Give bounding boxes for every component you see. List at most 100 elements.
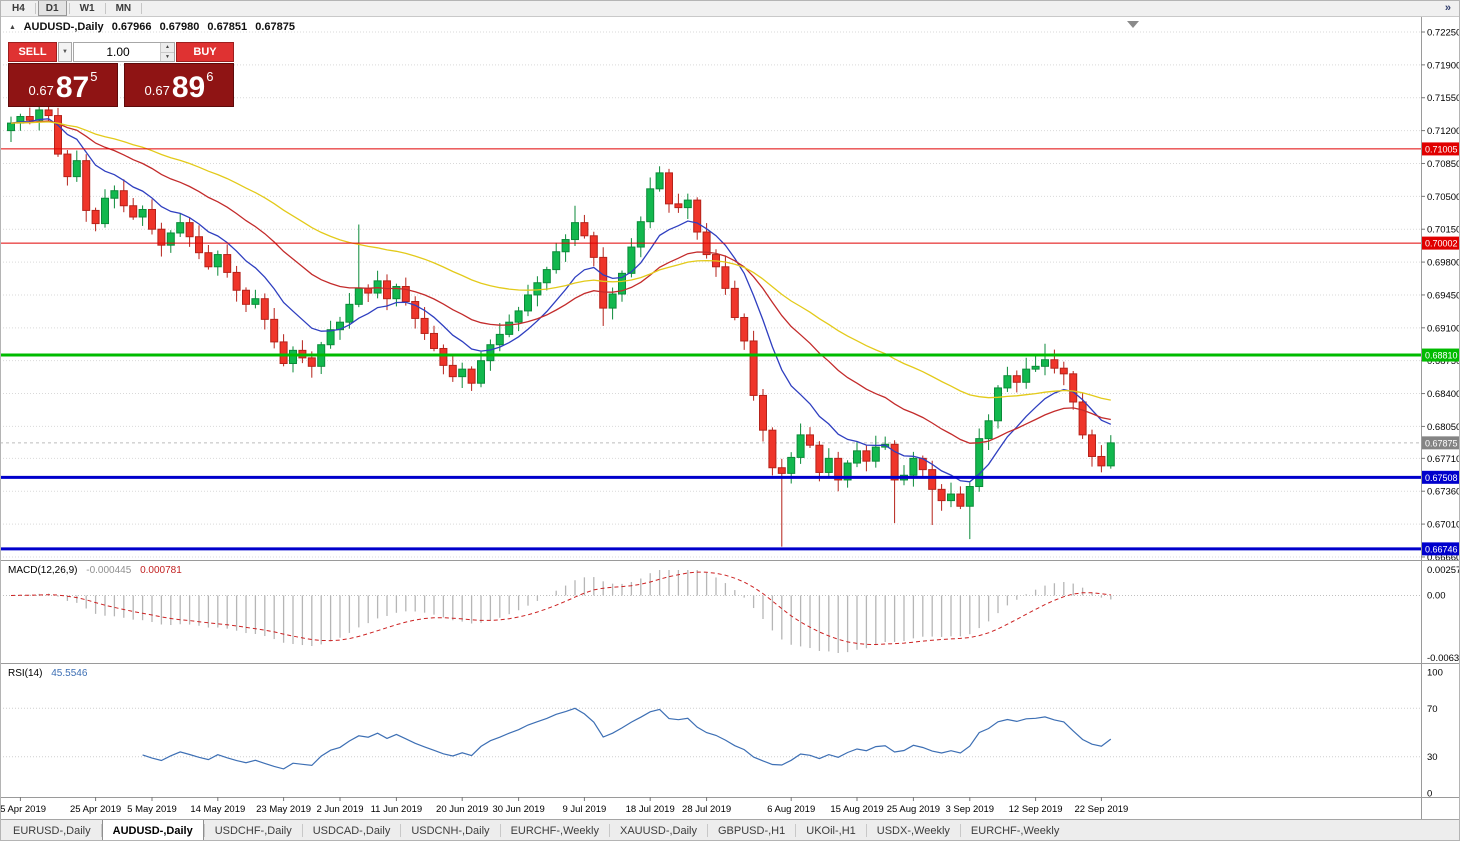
tab-separator xyxy=(301,824,303,837)
svg-text:0.70850: 0.70850 xyxy=(1427,159,1460,170)
tab-audusd-daily[interactable]: AUDUSD-,Daily xyxy=(101,820,204,841)
tab-separator xyxy=(400,824,402,837)
svg-text:14 May 2019: 14 May 2019 xyxy=(190,804,245,815)
tab-ukoil-h1[interactable]: UKOil-,H1 xyxy=(806,824,856,837)
tab-separator xyxy=(499,824,501,837)
svg-text:0.71550: 0.71550 xyxy=(1427,93,1460,104)
ask-prefix: 0.67 xyxy=(144,83,170,98)
buy-price-panel[interactable]: 0.67 89 6 xyxy=(124,63,234,107)
volume-input[interactable] xyxy=(74,43,162,61)
volume-increase-button[interactable]: ▲ xyxy=(161,43,174,52)
svg-text:0.71005: 0.71005 xyxy=(1425,144,1458,154)
volume-dropdown-button[interactable]: ▼ xyxy=(58,42,72,62)
svg-text:20 Jun 2019: 20 Jun 2019 xyxy=(436,804,488,815)
timeframe-buttons: H4 D1 W1 MN xyxy=(0,0,144,16)
symbol-title: AUDUSD-,Daily xyxy=(23,21,104,33)
svg-text:0.71900: 0.71900 xyxy=(1427,60,1460,71)
toolbar-separator xyxy=(68,2,70,14)
sell-price-panel[interactable]: 0.67 87 5 xyxy=(8,63,118,107)
timeframe-button-h4[interactable]: H4 xyxy=(12,2,25,14)
svg-text:-0.006326: -0.006326 xyxy=(1427,653,1460,664)
svg-text:70: 70 xyxy=(1427,704,1438,715)
svg-text:0: 0 xyxy=(1427,789,1432,800)
current-price-label: 0.67875 xyxy=(1422,436,1460,450)
ask-big-digits: 89 xyxy=(171,71,206,104)
svg-text:30 Jun 2019: 30 Jun 2019 xyxy=(492,804,544,815)
svg-text:0.69450: 0.69450 xyxy=(1427,290,1460,301)
tab-usdcnh-daily[interactable]: USDCNH-,Daily xyxy=(411,824,490,837)
tab-separator xyxy=(100,824,102,837)
ask-pipette: 6 xyxy=(206,69,214,84)
svg-text:15 Apr 2019: 15 Apr 2019 xyxy=(0,804,46,815)
rsi-line xyxy=(142,707,1112,770)
macd-histogram xyxy=(19,570,1112,653)
svg-text:0.68810: 0.68810 xyxy=(1425,351,1458,361)
macd-name: MACD(12,26,9) xyxy=(8,565,78,576)
svg-text:25 Apr 2019: 25 Apr 2019 xyxy=(70,804,121,815)
toolbar-separator xyxy=(104,2,106,14)
chart-shift-marker[interactable] xyxy=(1127,21,1139,28)
chart-tab-bar: EURUSD-,Daily AUDUSD-,Daily USDCHF-,Daily U… xyxy=(0,819,1460,841)
price-axis-background xyxy=(1422,17,1460,819)
svg-text:0.67010: 0.67010 xyxy=(1427,520,1460,531)
candles-layer xyxy=(7,98,1115,547)
ohlc-close: 0.67875 xyxy=(255,21,295,33)
buy-button[interactable]: BUY xyxy=(176,42,234,62)
ohlc-low: 0.67851 xyxy=(207,21,248,33)
tab-eurusd-daily[interactable]: EURUSD-,Daily xyxy=(13,824,91,837)
macd-signal-line xyxy=(10,571,1111,646)
macd-signal-value: 0.000781 xyxy=(140,565,182,576)
volume-field: ▲ ▼ xyxy=(73,42,175,62)
svg-text:30: 30 xyxy=(1427,752,1438,763)
tab-separator xyxy=(959,824,961,837)
toolbar-separator xyxy=(34,2,36,14)
tab-separator xyxy=(203,824,205,837)
timeframe-button-d1[interactable]: D1 xyxy=(37,0,67,16)
svg-text:0.72250: 0.72250 xyxy=(1427,28,1460,39)
macd-indicator-label: MACD(12,26,9) -0.000445 0.000781 xyxy=(8,565,188,576)
ma-line-25 xyxy=(10,120,1111,444)
svg-text:0.66660: 0.66660 xyxy=(1427,552,1460,563)
tab-eurchf-weekly[interactable]: EURCHF-,Weekly xyxy=(510,824,599,837)
tab-separator xyxy=(608,824,610,837)
macd-value: -0.000445 xyxy=(86,565,132,576)
timeframe-button-w1[interactable]: W1 xyxy=(79,2,95,14)
rsi-name: RSI(14) xyxy=(8,668,43,679)
tab-eurchf-weekly[interactable]: EURCHF-,Weekly xyxy=(970,824,1060,837)
tab-usdcad-daily[interactable]: USDCAD-,Daily xyxy=(312,824,391,837)
svg-text:11 Jun 2019: 11 Jun 2019 xyxy=(371,804,423,815)
svg-text:0.70002: 0.70002 xyxy=(1425,239,1458,249)
svg-text:23 May 2019: 23 May 2019 xyxy=(256,804,311,815)
one-click-collapse-arrow[interactable]: ▲ xyxy=(9,24,16,31)
sell-button[interactable]: SELL xyxy=(8,42,57,62)
price-axis-labels[interactable]: 0.72250 0.71900 0.71550 0.71200 0.70850 0.705… xyxy=(1421,28,1460,800)
chevron-down-icon: ▼ xyxy=(62,49,68,55)
ohlc-open: 0.67966 xyxy=(111,21,152,33)
tab-xauusd-daily[interactable]: XAUUSD-,Daily xyxy=(619,824,697,837)
chart-header: ▲ AUDUSD-,Daily 0.67966 0.67980 0.67851 … xyxy=(9,21,300,33)
tab-gbpusd-h1[interactable]: GBPUSD-,H1 xyxy=(718,824,786,837)
svg-text:22 Sep 2019: 22 Sep 2019 xyxy=(1074,804,1128,815)
svg-text:0.67710: 0.67710 xyxy=(1427,454,1460,465)
svg-text:5 May 2019: 5 May 2019 xyxy=(127,804,177,815)
rsi-indicator-label: RSI(14) 45.5546 xyxy=(8,668,93,679)
svg-text:28 Jul 2019: 28 Jul 2019 xyxy=(682,804,731,815)
timeframe-button-mn[interactable]: MN xyxy=(115,2,132,14)
svg-text:0.68400: 0.68400 xyxy=(1427,389,1460,400)
svg-text:15 Aug 2019: 15 Aug 2019 xyxy=(830,804,883,815)
toolbar-overflow-button[interactable]: » xyxy=(1444,2,1451,14)
svg-text:12 Sep 2019: 12 Sep 2019 xyxy=(1009,804,1063,815)
svg-text:2 Jun 2019: 2 Jun 2019 xyxy=(316,804,363,815)
tab-usdchf-daily[interactable]: USDCHF-,Daily xyxy=(214,824,292,837)
svg-text:0.70150: 0.70150 xyxy=(1427,225,1460,236)
bid-big-digits: 87 xyxy=(55,71,90,104)
svg-text:0.68050: 0.68050 xyxy=(1427,422,1460,433)
ma-line-48 xyxy=(10,121,1111,401)
one-click-trading-panel: SELL ▼ ▲ ▼ BUY 0.67 87 5 0.67 89 6 xyxy=(8,42,234,107)
tab-usdx-weekly[interactable]: USDX-,Weekly xyxy=(876,824,950,837)
svg-text:0.002574: 0.002574 xyxy=(1427,565,1460,576)
volume-decrease-button[interactable]: ▼ xyxy=(161,51,174,61)
chart-canvas[interactable]: 0.72250 0.71900 0.71550 0.71200 0.70850 0.705… xyxy=(0,17,1460,819)
time-axis[interactable]: 15 Apr 2019 25 Apr 2019 5 May 2019 14 May 2… xyxy=(0,797,1128,815)
rsi-value: 45.5546 xyxy=(51,668,88,679)
